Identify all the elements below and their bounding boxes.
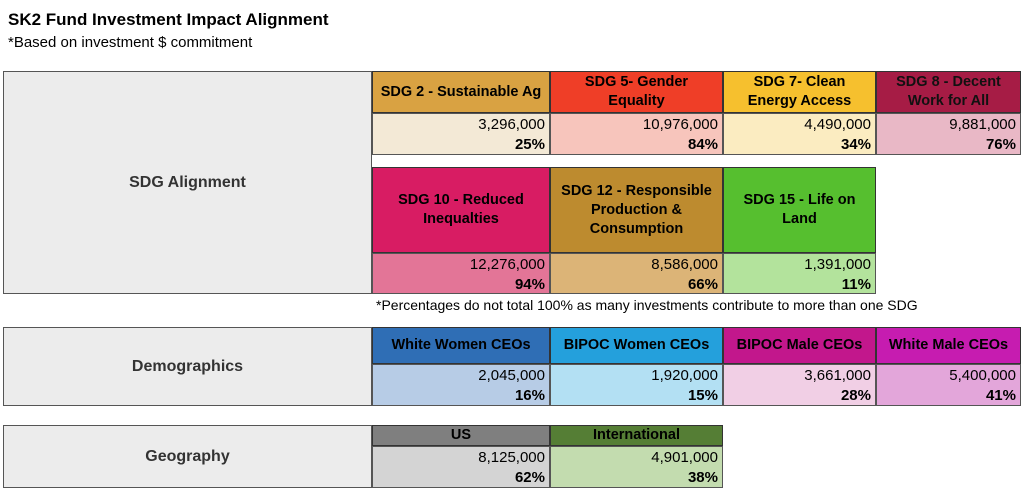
international-percent: 38% — [687, 469, 718, 486]
sdg-8-header: SDG 8 - Decent Work for All — [876, 71, 1021, 113]
bipoc-women-ceos-amount: 1,920,000 — [651, 367, 718, 384]
sdg-12-title: SDG 12 - Responsible Production & Consum… — [561, 182, 712, 237]
bipoc-women-ceos-title: BIPOC Women CEOs — [563, 337, 710, 353]
white-male-ceos-amount: 5,400,000 — [949, 367, 1016, 384]
sdg-8-title: SDG 8 - Decent Work for All — [896, 74, 1001, 109]
white-women-ceos-value-cell: 2,045,000 16% — [372, 364, 550, 406]
demographics-label-text: Demographics — [131, 357, 244, 375]
us-value-cell: 8,125,000 62% — [372, 446, 550, 488]
sdg-10-value-cell: 12,276,000 94% — [372, 253, 550, 294]
international-header: International — [550, 425, 723, 446]
sdg-7-title: SDG 7- Clean Energy Access — [747, 74, 852, 109]
sdg-2-amount: 3,296,000 — [478, 116, 545, 133]
page-subtitle: *Based on investment $ commitment — [8, 34, 253, 51]
us-header: US — [372, 425, 550, 446]
white-women-ceos-amount: 2,045,000 — [478, 367, 545, 384]
sdg-alignment-label: SDG Alignment — [3, 71, 372, 294]
sdg-15-percent: 11% — [841, 276, 871, 293]
white-male-ceos-title: White Male CEOs — [888, 337, 1009, 353]
bipoc-male-ceos-percent: 28% — [840, 387, 871, 404]
sdg-8-amount: 9,881,000 — [949, 116, 1016, 133]
bipoc-male-ceos-value-cell: 3,661,000 28% — [723, 364, 876, 406]
international-value-cell: 4,901,000 38% — [550, 446, 723, 488]
white-women-ceos-header: White Women CEOs — [372, 327, 550, 364]
sdg-15-title: SDG 15 - Life on Land — [743, 192, 856, 227]
bipoc-women-ceos-value-cell: 1,920,000 15% — [550, 364, 723, 406]
us-amount: 8,125,000 — [478, 449, 545, 466]
sdg-8-value-cell: 9,881,000 76% — [876, 113, 1021, 155]
page-title: SK2 Fund Investment Impact Alignment — [8, 10, 329, 29]
geography-label-text: Geography — [145, 447, 230, 465]
sdg-12-amount: 8,586,000 — [651, 256, 718, 273]
sdg-12-percent: 66% — [687, 276, 718, 293]
sdg-12-value-cell: 8,586,000 66% — [550, 253, 723, 294]
bipoc-male-ceos-amount: 3,661,000 — [804, 367, 871, 384]
white-male-ceos-header: White Male CEOs — [876, 327, 1021, 364]
sdg-7-percent: 34% — [840, 136, 871, 153]
demographics-label: Demographics — [3, 327, 372, 406]
sdg-2-value-cell: 3,296,000 25% — [372, 113, 550, 155]
sdg-15-header: SDG 15 - Life on Land — [723, 167, 876, 253]
sdg-7-amount: 4,490,000 — [804, 116, 871, 133]
sdg-10-percent: 94% — [514, 276, 545, 293]
bipoc-women-ceos-header: BIPOC Women CEOs — [550, 327, 723, 364]
sdg-8-percent: 76% — [985, 136, 1016, 153]
international-title: International — [592, 427, 680, 443]
sdg-footnote: *Percentages do not total 100% as many i… — [376, 297, 918, 313]
sdg-10-title: SDG 10 - Reduced Inequalties — [398, 192, 524, 227]
sdg-alignment-label-text: SDG Alignment — [129, 173, 246, 191]
sdg-5-value-cell: 10,976,000 84% — [550, 113, 723, 155]
sdg-5-percent: 84% — [687, 136, 718, 153]
sdg-10-header: SDG 10 - Reduced Inequalties — [372, 167, 550, 253]
sdg-2-title: SDG 2 - Sustainable Ag — [380, 83, 542, 100]
white-women-ceos-title: White Women CEOs — [391, 337, 531, 353]
sdg-2-header: SDG 2 - Sustainable Ag — [372, 71, 550, 113]
sdg-10-amount: 12,276,000 — [469, 256, 545, 273]
sdg-7-value-cell: 4,490,000 34% — [723, 113, 876, 155]
bipoc-male-ceos-title: BIPOC Male CEOs — [736, 337, 863, 353]
sdg-2-percent: 25% — [514, 136, 545, 153]
sdg-15-amount: 1,391,000 — [804, 256, 871, 273]
sdg-5-header: SDG 5- Gender Equality — [550, 71, 723, 113]
white-male-ceos-percent: 41% — [985, 387, 1016, 404]
us-percent: 62% — [514, 469, 545, 486]
sdg-5-title: SDG 5- Gender Equality — [584, 74, 689, 109]
white-women-ceos-percent: 16% — [514, 387, 545, 404]
white-male-ceos-value-cell: 5,400,000 41% — [876, 364, 1021, 406]
international-amount: 4,901,000 — [651, 449, 718, 466]
sdg-12-header: SDG 12 - Responsible Production & Consum… — [550, 167, 723, 253]
bipoc-male-ceos-header: BIPOC Male CEOs — [723, 327, 876, 364]
sdg-5-amount: 10,976,000 — [642, 116, 718, 133]
us-title: US — [450, 427, 472, 443]
sdg-15-value-cell: 1,391,000 11% — [723, 253, 876, 294]
sdg-7-header: SDG 7- Clean Energy Access — [723, 71, 876, 113]
bipoc-women-ceos-percent: 15% — [687, 387, 718, 404]
geography-label: Geography — [3, 425, 372, 488]
